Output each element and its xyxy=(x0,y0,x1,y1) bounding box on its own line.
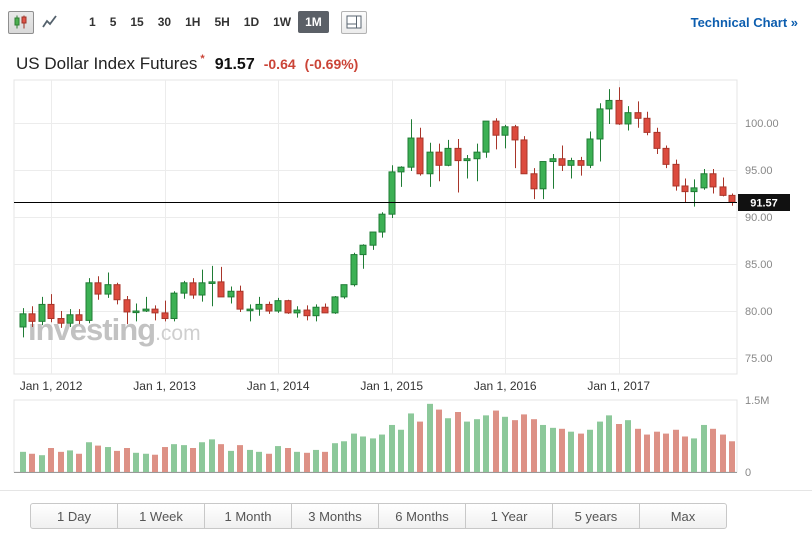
interval-1d[interactable]: 1D xyxy=(237,11,266,33)
grid xyxy=(13,79,738,473)
svg-text:75.00: 75.00 xyxy=(745,353,773,365)
range-selector: 1 Day 1 Week 1 Month 3 Months 6 Months 1… xyxy=(30,503,812,529)
range-max[interactable]: Max xyxy=(639,503,727,529)
price-change-percent: (-0.69%) xyxy=(304,56,359,72)
instrument-title: US Dollar Index Futures xyxy=(16,54,198,73)
last-price-tag xyxy=(738,194,790,211)
range-1-year[interactable]: 1 Year xyxy=(465,503,553,529)
svg-text:Jan 1, 2013: Jan 1, 2013 xyxy=(133,379,196,393)
svg-text:1.5M: 1.5M xyxy=(745,395,769,407)
chart-layout-button[interactable] xyxy=(340,10,367,34)
candles xyxy=(19,87,736,338)
interval-15[interactable]: 15 xyxy=(123,11,150,33)
range-3-months[interactable]: 3 Months xyxy=(291,503,379,529)
price-change: -0.64 xyxy=(263,56,296,72)
svg-text:90.00: 90.00 xyxy=(745,212,773,224)
svg-text:95.00: 95.00 xyxy=(745,165,773,177)
interval-30[interactable]: 30 xyxy=(151,11,178,33)
realtime-marker-icon: * xyxy=(200,53,205,65)
volume-bars xyxy=(14,403,737,473)
svg-text:100.00: 100.00 xyxy=(745,118,779,130)
chart-area: investing.com 91.57 100.00 95.00 90.00 85.00 8… xyxy=(0,78,812,480)
range-1-month[interactable]: 1 Month xyxy=(204,503,292,529)
interval-selector: 1 5 15 30 1H 5H 1D 1W 1M xyxy=(82,11,329,33)
chart-type-line-button[interactable] xyxy=(37,11,63,34)
interval-5h[interactable]: 5H xyxy=(207,11,236,33)
interval-1w[interactable]: 1W xyxy=(266,11,298,33)
line-chart-icon xyxy=(42,15,57,28)
technical-chart-link[interactable]: Technical Chart » xyxy=(690,14,798,30)
candlestick-volume-chart[interactable]: investing.com91.57100.0095.0090.0085.008… xyxy=(0,78,812,480)
range-6-months[interactable]: 6 Months xyxy=(378,503,466,529)
svg-text:Jan 1, 2014: Jan 1, 2014 xyxy=(247,379,310,393)
instrument-header: US Dollar Index Futures * 91.57 -0.64 (-… xyxy=(0,38,812,78)
last-price-line: 91.57 xyxy=(14,194,790,211)
interval-1[interactable]: 1 xyxy=(82,11,103,33)
svg-text:Jan 1, 2016: Jan 1, 2016 xyxy=(474,379,537,393)
last-price: 91.57 xyxy=(214,56,255,73)
range-1-day[interactable]: 1 Day xyxy=(30,503,118,529)
chart-toolbar: 1 5 15 30 1H 5H 1D 1W 1M Technical Chart… xyxy=(0,0,812,38)
range-1-week[interactable]: 1 Week xyxy=(117,503,205,529)
svg-text:Jan 1, 2015: Jan 1, 2015 xyxy=(360,379,423,393)
range-footer: 1 Day 1 Week 1 Month 3 Months 6 Months 1… xyxy=(0,490,812,529)
svg-text:Jan 1, 2012: Jan 1, 2012 xyxy=(20,379,83,393)
chart-type-candlestick-button[interactable] xyxy=(8,10,34,34)
range-5-years[interactable]: 5 years xyxy=(552,503,640,529)
svg-text:91.57: 91.57 xyxy=(750,198,778,210)
svg-text:85.00: 85.00 xyxy=(745,259,773,271)
interval-1m[interactable]: 1M xyxy=(298,11,329,33)
svg-text:Jan 1, 2017: Jan 1, 2017 xyxy=(587,379,650,393)
candlestick-icon xyxy=(14,15,27,29)
svg-text:0: 0 xyxy=(745,467,751,479)
interval-5[interactable]: 5 xyxy=(103,11,124,33)
interval-1h[interactable]: 1H xyxy=(178,11,207,33)
svg-text:80.00: 80.00 xyxy=(745,306,773,318)
chart-layout-icon xyxy=(346,15,362,29)
axis-labels: 100.00 95.00 90.00 85.00 80.00 75.00 Jan 1, 20… xyxy=(20,118,779,479)
